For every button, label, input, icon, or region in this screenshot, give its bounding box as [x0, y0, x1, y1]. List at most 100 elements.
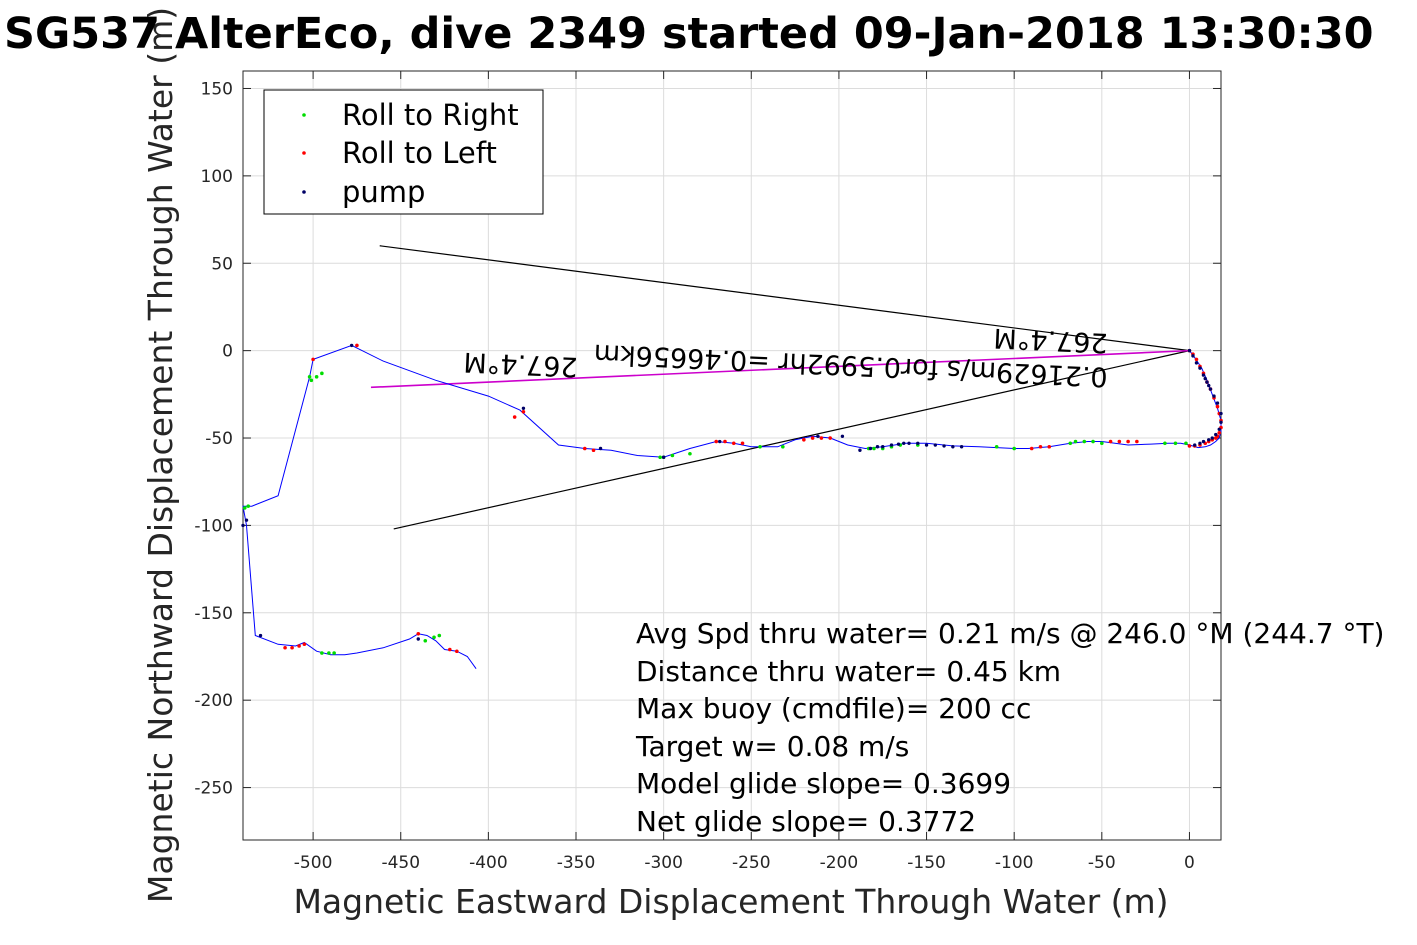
- annotation-max-buoy: Max buoy (cmdfile)= 200 cc: [636, 692, 1031, 725]
- legend: Roll to Right Roll to Left pump: [263, 89, 544, 215]
- annotation-model-glide: Model glide slope= 0.3699: [636, 767, 1011, 800]
- series-layer: [241, 245, 1223, 669]
- pump-point: [951, 445, 955, 449]
- legend-marker-pump: [302, 190, 306, 194]
- y-ticks: 150 100 50 0 -50 -100 -150 -200 -250: [194, 79, 1221, 799]
- roll-left-point: [1047, 444, 1052, 449]
- annotation-target-w: Target w= 0.08 m/s: [635, 730, 909, 763]
- roll-right-point: [437, 633, 442, 638]
- roll-left-point: [302, 642, 307, 647]
- pump-point: [881, 445, 885, 449]
- roll-left-point: [819, 436, 824, 440]
- roll-left-point: [512, 415, 517, 419]
- chart-title: SG537 AlterEco, dive 2349 started 09-Jan…: [4, 9, 1374, 59]
- pump-point: [896, 442, 901, 446]
- roll-right-point: [309, 378, 314, 383]
- x-tick-label: 0: [1184, 853, 1195, 873]
- roll-left-point: [297, 644, 301, 648]
- pump-point: [1187, 348, 1192, 353]
- roll-left-point: [1217, 430, 1222, 435]
- roll-left-point: [283, 645, 287, 650]
- pump-point: [840, 434, 845, 438]
- pump-point: [1212, 394, 1216, 398]
- pump-point: [1219, 411, 1223, 416]
- roll-left-point: [714, 439, 719, 444]
- pump-point: [1198, 366, 1202, 370]
- grid: [243, 71, 1221, 840]
- x-tick-label: -200: [820, 853, 859, 873]
- x-tick-label: -300: [644, 853, 683, 873]
- pump-point: [1219, 420, 1223, 424]
- annotations: Avg Spd thru water= 0.21 m/s @ 246.0 °M …: [635, 617, 1384, 838]
- legend-label-roll-right: Roll to Right: [342, 98, 519, 132]
- annotation-avg-speed: Avg Spd thru water= 0.21 m/s @ 246.0 °M …: [636, 617, 1384, 650]
- roll-right-point: [327, 651, 331, 655]
- y-tick-label: 0: [222, 342, 233, 362]
- pump-point: [258, 633, 263, 638]
- y-tick-label: -100: [194, 516, 233, 536]
- pump-point: [1198, 441, 1202, 445]
- y-tick-label: -200: [194, 691, 233, 711]
- roll-right-point: [781, 444, 785, 449]
- x-tick-label: -400: [469, 853, 508, 873]
- roll-left-point: [455, 649, 459, 654]
- legend-label-roll-left: Roll to Left: [342, 136, 497, 170]
- pump-point: [1214, 432, 1218, 437]
- roll-right-point: [1091, 439, 1095, 444]
- pump-point: [942, 444, 946, 448]
- y-tick-label: -150: [194, 604, 233, 624]
- pump-point: [1205, 380, 1209, 384]
- legend-marker-roll-left: [302, 151, 306, 155]
- pump-point: [1217, 427, 1221, 431]
- x-tick-label: -100: [995, 853, 1034, 873]
- roll-right-point: [242, 506, 247, 510]
- roll-left-point: [355, 343, 359, 348]
- pump-point: [416, 637, 420, 641]
- legend-label-pump: pump: [342, 175, 425, 209]
- roll-right-point: [320, 651, 324, 655]
- annotation-distance: Distance thru water= 0.45 km: [636, 655, 1061, 688]
- roll-right-point: [320, 371, 324, 376]
- y-tick-label: 50: [211, 254, 233, 274]
- heading-line: [370, 349, 1190, 389]
- y-tick-label: -50: [205, 429, 233, 449]
- pump-point: [933, 443, 938, 447]
- roll-right-point: [246, 504, 251, 508]
- annotation-net-glide: Net glide slope= 0.3772: [636, 805, 976, 838]
- roll-right-point: [423, 638, 428, 643]
- roll-right-point: [1173, 441, 1178, 446]
- pump-point: [924, 443, 929, 447]
- x-tick-label: -250: [732, 853, 771, 873]
- roll-right-point: [432, 635, 436, 640]
- roll-left-point: [1126, 439, 1130, 444]
- roll-right-point: [332, 651, 336, 655]
- pump-point: [598, 446, 603, 451]
- x-tick-label: -500: [294, 853, 333, 873]
- x-ticks: -500 -450 -400 -350 -300 -250 -200 -150 -100 -50 0: [294, 71, 1195, 873]
- pump-point: [902, 441, 906, 445]
- roll-right-point: [994, 444, 999, 449]
- pump-point: [858, 448, 862, 452]
- roll-right-point: [872, 446, 876, 451]
- roll-right-point: [1073, 439, 1078, 444]
- roll-left-point: [1029, 446, 1034, 451]
- pump-point: [1194, 361, 1199, 365]
- pump-point: [244, 518, 249, 522]
- roll-left-point: [448, 647, 452, 652]
- track-line: [242, 344, 1222, 669]
- pump-point: [1210, 436, 1214, 440]
- pump-point: [907, 441, 911, 445]
- pump-point: [959, 445, 964, 449]
- pump-point: [1201, 373, 1206, 377]
- pump-point: [241, 523, 245, 528]
- pump-point: [868, 446, 873, 451]
- y-axis-label: Magnetic Northward Displacement Through …: [141, 7, 180, 903]
- roll-left-point: [416, 631, 421, 636]
- roll-right-point: [688, 451, 692, 456]
- heading-label-right: 267.4°M: [993, 322, 1108, 358]
- cone-line-0: [379, 245, 1190, 352]
- roll-right-point: [1100, 441, 1104, 446]
- roll-left-point: [810, 436, 815, 440]
- roll-left-point: [582, 446, 587, 451]
- axes: [242, 70, 1222, 841]
